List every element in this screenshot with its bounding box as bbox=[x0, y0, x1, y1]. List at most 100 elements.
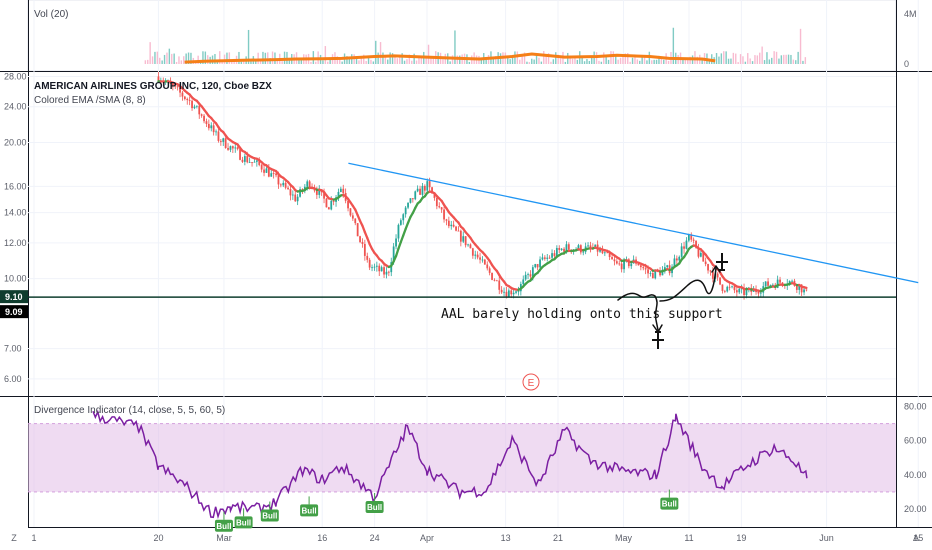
oscillator-tick-label: 40.00 bbox=[904, 470, 927, 480]
auto-scale-toggle[interactable]: A bbox=[913, 533, 919, 543]
volume-bar bbox=[555, 52, 557, 64]
bull-signal-badge bbox=[214, 519, 233, 532]
volume-bar bbox=[147, 59, 149, 64]
volume-bar bbox=[375, 40, 377, 64]
candle-body bbox=[539, 259, 541, 268]
time-axis: 120Mar1624Apr1321May1119Jun1523 bbox=[31, 533, 923, 543]
candle-body bbox=[474, 254, 477, 256]
volume-bar bbox=[315, 61, 317, 64]
volume-bar bbox=[154, 51, 156, 64]
candle-body bbox=[546, 257, 549, 259]
current-price-label: 9.10 bbox=[5, 292, 23, 302]
timezone-toggle[interactable]: Z bbox=[11, 533, 17, 543]
candle-body bbox=[507, 290, 510, 298]
candle-body bbox=[265, 168, 268, 173]
candle-body bbox=[438, 206, 441, 208]
volume-bar bbox=[214, 53, 216, 64]
candle-body bbox=[567, 244, 570, 250]
volume-bar bbox=[557, 54, 559, 64]
candle-body bbox=[483, 259, 486, 265]
earnings-marker-label: E bbox=[528, 378, 535, 389]
volume-bar bbox=[684, 58, 687, 64]
volume-bar bbox=[607, 59, 610, 64]
candle-body bbox=[294, 194, 297, 202]
candle-body bbox=[690, 234, 693, 240]
candle-body bbox=[179, 87, 181, 93]
volume-bar bbox=[329, 57, 331, 64]
candle-body bbox=[683, 246, 685, 249]
candle-body bbox=[383, 267, 385, 275]
volume-bar bbox=[161, 60, 163, 64]
volume-bar bbox=[183, 56, 185, 64]
volume-bar bbox=[742, 56, 744, 64]
candle-body bbox=[363, 243, 366, 256]
volume-bar bbox=[768, 59, 771, 64]
candle-body bbox=[639, 265, 642, 268]
price-axis: 28.00 24.00 20.00 16.00 14.00 12.00 10.00 7.00 6… bbox=[0, 71, 28, 384]
volume-ma-line bbox=[184, 52, 716, 64]
volume-bar bbox=[545, 55, 547, 64]
candle-body bbox=[296, 196, 299, 202]
volume-bar bbox=[766, 52, 768, 64]
candle-body bbox=[467, 244, 469, 246]
volume-bar bbox=[408, 54, 411, 64]
volume-bar bbox=[355, 56, 358, 64]
candle-body bbox=[219, 140, 222, 142]
candle-body bbox=[258, 160, 261, 165]
volume-bar bbox=[605, 54, 607, 64]
candle-body bbox=[654, 269, 657, 279]
volume-bar bbox=[759, 52, 761, 64]
oscillator-axis: 80.00 60.00 40.00 20.00 bbox=[904, 402, 927, 514]
volume-bar bbox=[617, 59, 619, 64]
earnings-marker[interactable] bbox=[522, 373, 540, 391]
volume-bar bbox=[641, 55, 643, 64]
volume-bar bbox=[259, 60, 262, 64]
candle-body bbox=[687, 234, 690, 241]
volume-bar bbox=[636, 59, 639, 64]
volume-bar bbox=[204, 51, 207, 64]
candle-body bbox=[349, 208, 352, 216]
volume-bar bbox=[379, 42, 382, 64]
bull-signal-label: Bull bbox=[367, 503, 382, 512]
volume-bar bbox=[406, 59, 408, 64]
ema-segment bbox=[394, 247, 400, 258]
price-tick-label: 10.00 bbox=[4, 274, 27, 284]
candle-body bbox=[795, 285, 798, 290]
candle-body bbox=[757, 292, 760, 294]
candle-body bbox=[234, 147, 237, 149]
candle-body bbox=[399, 220, 402, 225]
price-candles bbox=[157, 72, 808, 300]
volume-bar bbox=[427, 44, 430, 64]
volume-bar bbox=[531, 58, 533, 64]
volume-bar bbox=[346, 56, 348, 64]
airplane-down-icon bbox=[652, 331, 664, 349]
candle-body bbox=[260, 164, 263, 170]
volume-bar bbox=[430, 57, 432, 64]
volume-bar bbox=[449, 61, 451, 64]
candle-body bbox=[291, 194, 294, 196]
candle-body bbox=[560, 248, 563, 250]
volume-bar bbox=[761, 46, 763, 64]
candle-body bbox=[255, 160, 258, 162]
volume-bar bbox=[718, 56, 720, 64]
volume-bar bbox=[219, 51, 221, 64]
candle-body bbox=[445, 219, 448, 221]
volume-bar bbox=[411, 60, 413, 64]
volume-bar bbox=[372, 61, 375, 64]
volume-bar bbox=[600, 61, 603, 64]
candle-body bbox=[534, 264, 537, 268]
volume-bar bbox=[396, 58, 399, 64]
candle-body bbox=[207, 123, 210, 129]
candle-body bbox=[711, 271, 714, 279]
bull-signal-label: Bull bbox=[236, 518, 251, 527]
candle-body bbox=[512, 292, 515, 295]
bull-signal-badge bbox=[365, 500, 384, 513]
candle-body bbox=[195, 105, 198, 107]
candle-body bbox=[527, 274, 529, 276]
volume-bar bbox=[735, 53, 737, 64]
volume-bar bbox=[586, 59, 588, 64]
trendline[interactable] bbox=[348, 162, 919, 284]
candle-body bbox=[325, 198, 328, 208]
candle-body bbox=[603, 252, 606, 254]
